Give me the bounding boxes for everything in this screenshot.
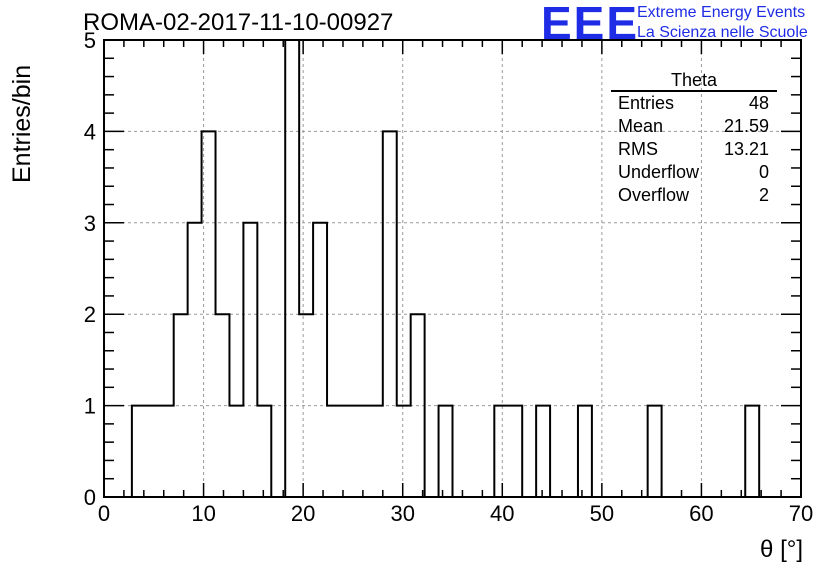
y-tick-label: 0 (84, 485, 96, 510)
x-tick-label: 40 (490, 501, 514, 526)
stats-label: Underflow (618, 162, 700, 182)
histogram-bin (745, 406, 759, 497)
stats-row-rms: RMS 13.21 (611, 138, 777, 161)
histogram-bin (355, 406, 369, 497)
y-tick-label: 1 (84, 394, 96, 419)
stats-value: 13.21 (723, 139, 769, 159)
stats-title: Theta (611, 70, 777, 92)
histogram-bin (257, 406, 271, 497)
histogram-bin (397, 406, 411, 497)
x-tick-label: 0 (98, 501, 110, 526)
stats-row-mean: Mean 21.59 (611, 115, 777, 138)
stats-label: Mean (618, 116, 664, 136)
histogram-bin (299, 314, 313, 497)
stats-value: 21.59 (723, 116, 769, 136)
stats-box: Theta Entries 48 Mean 21.59 RMS 13.21 Un… (611, 70, 777, 207)
x-tick-label: 50 (590, 501, 614, 526)
x-tick-label: 30 (390, 501, 414, 526)
histogram-bin (439, 406, 453, 497)
x-tick-label: 20 (291, 501, 315, 526)
y-tick-label: 3 (84, 211, 96, 236)
logo-caption-line2: La Scienza nelle Scuole (637, 24, 808, 41)
x-axis-label: θ [°] (760, 536, 803, 563)
histogram-bin (132, 406, 146, 497)
histogram-bin (174, 314, 188, 497)
stats-row-entries: Entries 48 (611, 92, 777, 115)
x-tick-label: 60 (689, 501, 713, 526)
histogram-bin (327, 406, 341, 497)
stats-value: 2 (758, 185, 769, 205)
x-tick-label: 10 (191, 501, 215, 526)
histogram-bars (104, 39, 801, 498)
stats-label: Entries (618, 93, 675, 113)
histogram-outline (104, 39, 801, 498)
histogram-bin (160, 406, 174, 497)
stats-value: 0 (758, 162, 769, 182)
logo-caption: Extreme Energy Events La Scienza nelle S… (637, 3, 808, 43)
histogram-bin (578, 406, 592, 497)
y-tick-label: 2 (84, 302, 96, 327)
histogram-bin (243, 223, 257, 497)
histogram-bin (508, 406, 522, 497)
histogram-bin (536, 406, 550, 497)
plot-frame (103, 39, 802, 498)
eee-logo: EEE (541, 0, 640, 49)
y-axis-label: Entries/bin (8, 64, 36, 183)
y-tick-label: 5 (84, 28, 96, 53)
histogram-bin (369, 406, 383, 497)
stats-row-overflow: Overflow 2 (611, 184, 777, 207)
stats-label: Overflow (618, 185, 690, 205)
chart-title: ROMA-02-2017-11-10-00927 (83, 9, 394, 36)
y-axis-label-wrap: Entries/bin (8, 65, 38, 193)
stats-row-underflow: Underflow 0 (611, 161, 777, 184)
histogram-bin (648, 406, 662, 497)
logo-caption-line1: Extreme Energy Events (637, 4, 806, 21)
histogram-bin (188, 223, 202, 497)
y-tick-label: 4 (84, 119, 96, 144)
histogram-bin (313, 223, 327, 497)
histogram-bin (229, 406, 243, 497)
stats-value: 48 (748, 93, 769, 113)
axes (103, 39, 802, 498)
histogram-bin (494, 406, 508, 497)
histogram-bin (285, 40, 299, 497)
stats-label: RMS (618, 139, 658, 159)
x-tick-label: 70 (789, 501, 813, 526)
histogram-bin (216, 314, 230, 497)
histogram-bin (341, 406, 355, 497)
histogram-bin (146, 406, 160, 497)
